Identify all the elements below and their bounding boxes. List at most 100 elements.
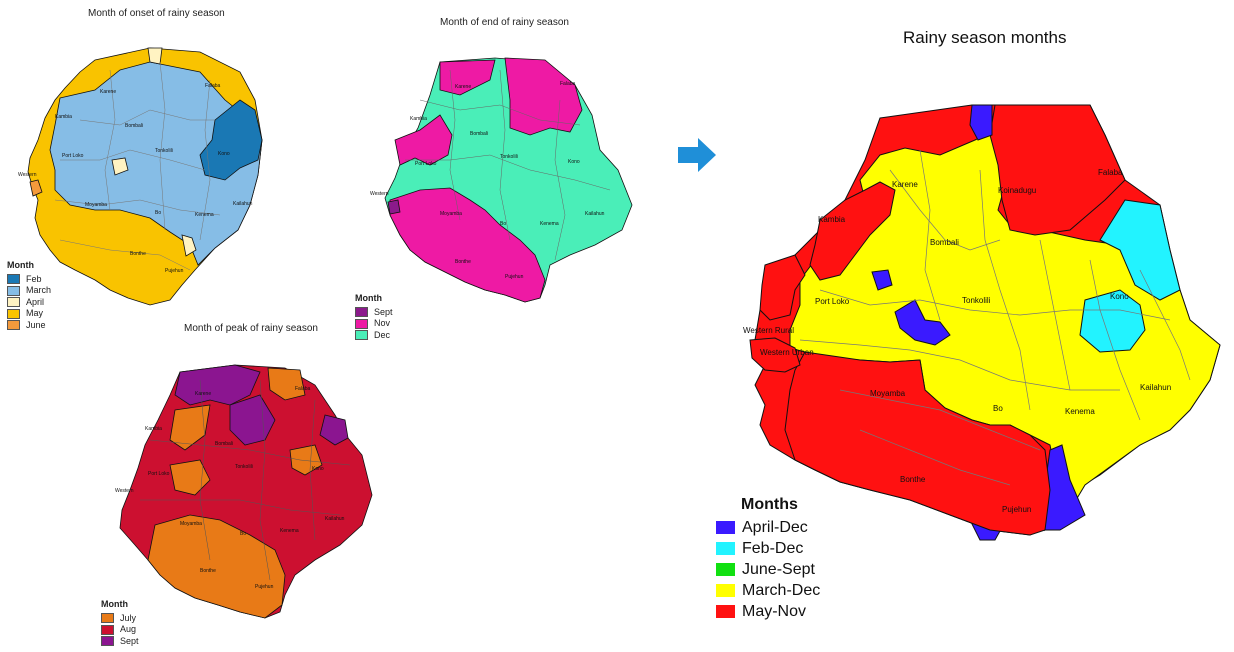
combined-legend-item: May-Nov (716, 601, 820, 622)
combined-legend-item: June-Sept (716, 559, 820, 580)
combined-map-title: Rainy season months (903, 28, 1067, 47)
onset-legend-item: March (7, 285, 51, 297)
combined-region-april-dec-center (894, 299, 951, 346)
end-label-port-loko: Port Loko (415, 161, 437, 167)
combined-label-tonkolili: Tonkolili (962, 296, 991, 305)
onset-region-march (49, 61, 263, 266)
end-region-sept (387, 199, 401, 215)
peak-label-port-loko: Port Loko (148, 471, 170, 477)
end-label-falaba: Falaba (560, 81, 576, 87)
combined-legend: Months April-Dec Feb-Dec June-Sept March… (716, 494, 820, 622)
onset-region-april-2 (147, 47, 163, 65)
onset-label-tonkolili: Tonkolili (155, 148, 173, 154)
combined-legend-title: Months (741, 496, 798, 513)
peak-region-sept-east (319, 414, 349, 446)
peak-legend-item: July (101, 613, 139, 625)
onset-map-title: Month of onset of rainy season (88, 8, 225, 19)
combined-label-bombali: Bombali (930, 238, 959, 247)
peak-label-kono: Kono (312, 466, 324, 472)
peak-region-july-nw (169, 404, 211, 451)
combined-label-bonthe: Bonthe (900, 475, 926, 484)
end-label-pujehun: Pujehun (505, 274, 524, 280)
onset-label-karene: Karene (100, 89, 116, 95)
peak-legend-item: Aug (101, 624, 139, 636)
end-label-kono: Kono (568, 159, 580, 165)
peak-region-july-south (147, 514, 286, 619)
peak-legend-item: Sept (101, 636, 139, 648)
onset-label-falaba: Falaba (205, 83, 221, 89)
combined-legend-item: March-Dec (716, 580, 820, 601)
onset-label-bo: Bo (155, 210, 161, 216)
end-legend-item: Nov (355, 318, 393, 330)
end-region-nov-south (389, 187, 546, 303)
combined-label-kailahun: Kailahun (1140, 383, 1171, 392)
combined-label-falaba: Falaba (1098, 168, 1123, 177)
onset-legend-item: May (7, 308, 51, 320)
combined-map: Falaba Karene Koinadugu Kambia Bombali P… (743, 104, 1221, 541)
peak-label-bombali: Bombali (215, 441, 233, 447)
onset-region-april-3 (181, 234, 197, 257)
combined-label-koinadugu: Koinadugu (998, 186, 1036, 195)
combined-region-west-coast (759, 254, 806, 321)
peak-region-july-east (289, 444, 323, 476)
onset-label-western: Western (18, 172, 37, 178)
onset-legend-item: June (7, 320, 51, 332)
combined-label-pujehun: Pujehun (1002, 505, 1031, 514)
combined-region-feb-dec-kono (1079, 289, 1146, 353)
end-label-western: Western (370, 191, 389, 197)
combined-label-karene: Karene (892, 180, 918, 189)
peak-label-tonkolili: Tonkolili (235, 464, 253, 470)
peak-label-moyamba: Moyamba (180, 521, 202, 527)
peak-label-kailahun: Kailahun (325, 516, 345, 522)
onset-label-kono: Kono (218, 151, 230, 157)
peak-label-pujehun: Pujehun (255, 584, 274, 590)
combined-label-western-rural: Western Rural (743, 326, 794, 335)
peak-label-kambia: Kambia (145, 426, 162, 432)
onset-label-port-loko: Port Loko (62, 153, 84, 159)
end-label-moyamba: Moyamba (440, 211, 462, 217)
combined-label-moyamba: Moyamba (870, 389, 906, 398)
end-region-nov-west (394, 114, 453, 166)
onset-label-moyamba: Moyamba (85, 202, 107, 208)
peak-label-karene: Karene (195, 391, 211, 397)
onset-label-bombali: Bombali (125, 123, 143, 129)
combined-region-kambia (809, 181, 896, 281)
end-region-nov-north (504, 57, 583, 136)
combined-legend-item: Feb-Dec (716, 538, 820, 559)
combined-label-bo: Bo (993, 404, 1003, 413)
combined-region-april-dec-bo (871, 269, 893, 291)
combined-region-western-peninsula (749, 337, 801, 373)
end-label-kailahun: Kailahun (585, 211, 605, 217)
combined-label-kambia: Kambia (818, 215, 846, 224)
end-label-kambia: Kambia (410, 116, 427, 122)
combined-label-kono: Kono (1110, 292, 1129, 301)
end-legend-item: Sept (355, 307, 393, 319)
peak-legend-title: Month (101, 599, 128, 609)
end-label-kenema: Kenema (540, 221, 559, 227)
end-legend: Month Sept Nov Dec (355, 293, 393, 341)
onset-legend-item: Feb (7, 274, 51, 286)
end-legend-title: Month (355, 293, 382, 303)
peak-label-kenema: Kenema (280, 528, 299, 534)
peak-label-bo: Bo (240, 531, 246, 537)
combined-region-moyamba (784, 351, 1051, 536)
onset-label-kambia: Kambia (55, 114, 72, 120)
end-label-bonthe: Bonthe (455, 259, 471, 265)
peak-label-bonthe: Bonthe (200, 568, 216, 574)
peak-map-title: Month of peak of rainy season (184, 323, 318, 334)
peak-region-july-mid (169, 459, 211, 496)
peak-label-falaba: Falaba (295, 386, 311, 392)
onset-region-april (111, 157, 129, 176)
peak-label-western: Western (115, 488, 134, 494)
onset-label-bonthe: Bonthe (130, 251, 146, 257)
peak-map: Falaba Karene Kambia Bombali Kono Port L… (115, 364, 373, 619)
peak-region-july-ne (267, 367, 306, 401)
end-label-tonkolili: Tonkolili (500, 154, 518, 160)
combined-label-port-loko: Port Loko (815, 297, 850, 306)
peak-legend: Month July Aug Sept (101, 599, 139, 647)
onset-legend-item: April (7, 297, 51, 309)
onset-region-feb (199, 99, 263, 181)
combined-label-kenema: Kenema (1065, 407, 1095, 416)
end-map-title: Month of end of rainy season (440, 17, 569, 28)
end-legend-item: Dec (355, 330, 393, 342)
